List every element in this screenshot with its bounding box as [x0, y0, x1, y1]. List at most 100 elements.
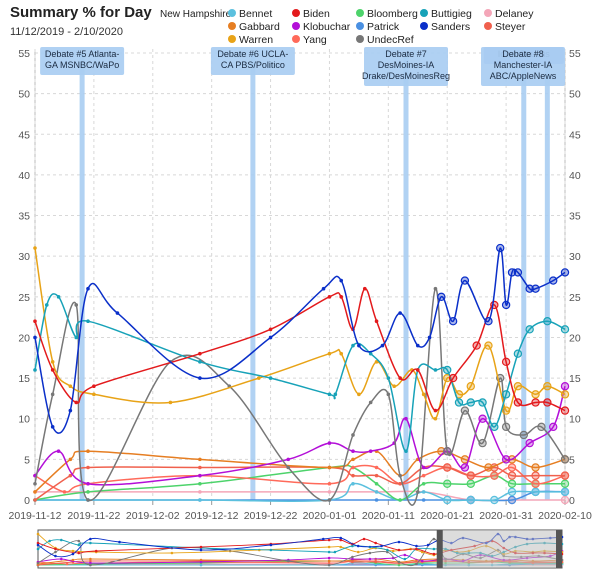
navigator-point-sanders — [380, 544, 383, 548]
data-point-buttigieg — [198, 360, 202, 364]
navigator-point-warren — [327, 545, 331, 549]
data-point-undecref — [460, 406, 470, 415]
navigator-handle-left[interactable] — [436, 530, 443, 568]
data-point-sanders — [198, 376, 202, 380]
navigator-point-biden — [199, 545, 203, 549]
legend-item-yang[interactable]: Yang — [292, 34, 356, 47]
data-point-bennet — [374, 490, 379, 494]
data-point-steyer — [351, 473, 355, 478]
data-point-sanders — [437, 292, 446, 302]
data-point-buttigieg — [268, 376, 273, 380]
data-point-bennet — [443, 495, 452, 505]
legend-swatch — [292, 9, 300, 17]
data-point-undecref — [443, 447, 452, 456]
date-range-label: 11/12/2019 - 2/10/2020 — [10, 26, 123, 38]
data-point-gabbard — [198, 457, 202, 462]
legend-item-steyer[interactable]: Steyer — [484, 21, 548, 34]
legend-item-biden[interactable]: Biden — [292, 8, 356, 21]
data-point-buttigieg — [513, 349, 523, 358]
data-point-warren — [92, 392, 96, 397]
x-tick-label: 2020-01-11 — [362, 510, 415, 522]
data-point-sanders — [50, 425, 55, 429]
data-point-sanders — [484, 317, 493, 326]
data-point-steyer — [560, 471, 570, 480]
data-point-steyer — [198, 465, 202, 470]
navigator-point-sanders — [415, 544, 418, 548]
legend-item-bloomberg[interactable]: Bloomberg — [356, 8, 420, 21]
y-tick-label-left: 55 — [18, 48, 30, 60]
event-marker-line — [521, 53, 527, 500]
data-point-undecref — [351, 433, 355, 437]
legend-item-sanders[interactable]: Sanders — [420, 21, 484, 34]
legend-item-buttigieg[interactable]: Buttigieg — [420, 8, 484, 21]
data-point-bennet — [560, 487, 570, 497]
navigator-point-steyer — [89, 559, 92, 563]
data-point-sanders — [321, 286, 326, 291]
data-point-gabbard — [33, 490, 37, 494]
navigator-point-klobuchar — [351, 557, 354, 561]
y-tick-label-right: 25 — [569, 292, 581, 304]
data-point-sanders — [415, 343, 420, 348]
navigator-handle-right[interactable] — [556, 530, 562, 568]
data-point-yang — [531, 479, 540, 488]
y-tick-label-left: 0 — [24, 495, 30, 507]
navigator-point-sanders — [339, 536, 343, 540]
legend-label: Sanders — [431, 21, 471, 33]
event-annotation-box — [364, 47, 448, 86]
data-point-bennet — [421, 490, 426, 494]
series-bloomberg — [33, 464, 570, 502]
legend-label: Klobuchar — [303, 21, 351, 33]
data-point-yang — [351, 465, 355, 470]
data-point-buttigieg — [454, 398, 464, 407]
data-point-bloomberg — [374, 481, 379, 486]
event-annotation: Debate #5 Atlanta-GA MSNBC/WaPo — [40, 47, 125, 75]
data-point-buttigieg — [44, 303, 49, 307]
data-point-biden — [531, 398, 540, 407]
legend-label: Patrick — [367, 21, 400, 33]
navigator-point-buttigieg — [59, 538, 63, 542]
navigator-point-gabbard — [327, 559, 331, 563]
legend-item-gabbard[interactable]: Gabbard — [228, 21, 292, 34]
x-tick-label: 2020-02-10 — [538, 510, 592, 522]
data-point-sanders — [531, 284, 540, 293]
data-point-buttigieg — [443, 365, 452, 375]
legend-item-delaney[interactable]: Delaney — [484, 8, 548, 21]
data-point-biden — [433, 408, 438, 413]
navigator-point-sanders — [199, 548, 203, 552]
legend-item-patrick[interactable]: Patrick — [356, 21, 420, 34]
y-tick-label-left: 5 — [24, 454, 30, 466]
navigator-point-sanders — [118, 540, 121, 544]
x-tick-label: 2019-11-12 — [9, 510, 62, 522]
data-point-warren — [50, 360, 55, 364]
data-point-klobuchar — [368, 449, 373, 454]
legend-item-bennet[interactable]: Bennet — [228, 8, 292, 21]
legend-item-klobuchar[interactable]: Klobuchar — [292, 21, 356, 34]
data-point-buttigieg — [490, 422, 499, 432]
legend-swatch — [356, 22, 364, 30]
navigator-point-undecref — [397, 560, 401, 564]
data-point-klobuchar — [478, 414, 487, 423]
series-line-biden — [34, 287, 566, 412]
legend-label: UndecRef — [367, 34, 414, 46]
navigator-point-buttigieg — [327, 550, 331, 554]
data-point-biden — [50, 368, 55, 372]
data-point-klobuchar — [198, 473, 202, 478]
data-point-steyer — [466, 471, 475, 480]
legend-item-warren[interactable]: Warren — [228, 34, 292, 47]
data-point-klobuchar — [501, 455, 511, 464]
legend-item-undecref[interactable]: UndecRef — [356, 34, 420, 47]
data-point-gabbard — [86, 449, 90, 454]
data-point-klobuchar — [86, 481, 90, 486]
x-tick-label: 2020-01-01 — [303, 510, 357, 522]
data-point-steyer — [374, 473, 379, 478]
y-tick-label-left: 40 — [18, 170, 30, 182]
series-klobuchar — [33, 382, 570, 486]
chart-title: Summary % for Day — [10, 4, 152, 21]
navigator-point-klobuchar — [199, 560, 203, 564]
data-point-bennet — [507, 487, 517, 497]
data-point-sanders — [339, 278, 344, 283]
series-buttigieg — [33, 293, 570, 454]
y-tick-label-left: 20 — [18, 332, 30, 344]
